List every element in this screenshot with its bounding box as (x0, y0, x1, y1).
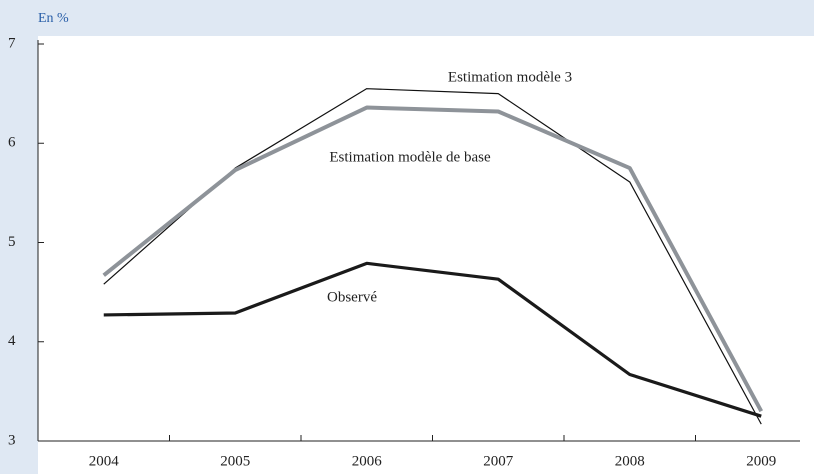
left-band (0, 0, 38, 474)
x-tick-label: 2004 (89, 453, 120, 469)
y-tick-label: 4 (8, 333, 16, 349)
y-tick-label: 3 (8, 432, 16, 448)
header-band (0, 0, 814, 36)
y-tick-label: 7 (8, 35, 16, 51)
series-line (102, 105, 764, 413)
x-tick-label: 2006 (352, 453, 383, 469)
unit-label: En % (38, 11, 69, 26)
x-tick-label: 2009 (746, 453, 776, 469)
y-tick-label: 5 (8, 234, 16, 250)
series-label: Estimation modèle de base (329, 149, 491, 165)
series-label: Observé (327, 289, 377, 305)
series-label: Estimation modèle 3 (448, 69, 572, 85)
series-line (103, 261, 762, 418)
y-tick-label: 6 (8, 135, 16, 151)
x-tick-label: 2007 (483, 453, 514, 469)
x-tick-label: 2005 (220, 453, 250, 469)
x-tick-label: 2008 (615, 453, 645, 469)
